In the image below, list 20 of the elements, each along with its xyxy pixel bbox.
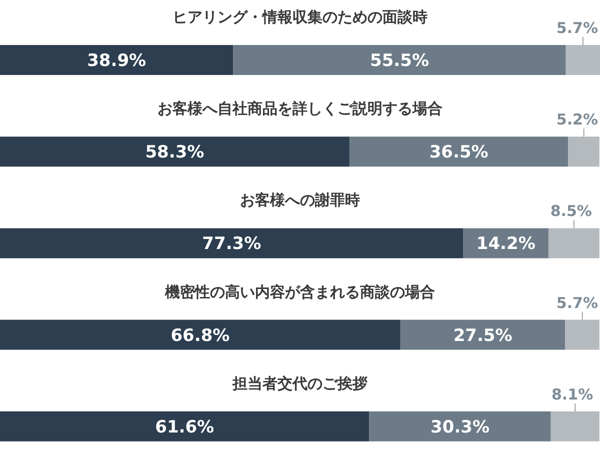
data-label: 58.3% [145, 142, 204, 163]
data-label: 8.5% [550, 202, 592, 220]
y-tick-label: 機密性の高い内容が含まれる商談の場合 [164, 282, 435, 301]
data-label: 55.5% [370, 51, 429, 71]
y-tick-label: ヒアリング・情報収集のための面談時 [172, 8, 428, 26]
data-label: 36.5% [429, 142, 488, 163]
y-tick-label: 担当者交代のご挨拶 [232, 374, 368, 392]
data-label: 30.3% [430, 417, 490, 438]
data-label: 8.1% [552, 385, 594, 404]
data-label: 77.3% [202, 234, 262, 254]
y-tick-label: お客様への謝罪時 [240, 191, 360, 210]
data-label: 14.2% [476, 234, 536, 254]
data-label: 5.7% [556, 19, 598, 37]
data-label: 5.2% [556, 110, 598, 129]
data-label: 66.8% [170, 326, 230, 346]
y-tick-label: お客様へ自社商品を詳しくご説明する場合 [158, 100, 442, 118]
data-label: 38.9% [87, 51, 146, 71]
data-label: 27.5% [453, 326, 512, 346]
data-label: 5.7% [556, 294, 598, 312]
data-label: 61.6% [155, 417, 214, 438]
